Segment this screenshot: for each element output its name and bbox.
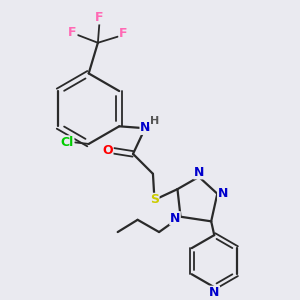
Text: F: F [95, 11, 104, 24]
Text: N: N [140, 121, 151, 134]
Text: O: O [102, 144, 113, 157]
Text: Cl: Cl [61, 136, 74, 149]
Text: N: N [170, 212, 180, 225]
Text: N: N [218, 187, 228, 200]
Text: N: N [209, 286, 219, 299]
Text: H: H [150, 116, 159, 126]
Text: F: F [68, 26, 77, 38]
Text: N: N [194, 166, 204, 179]
Text: S: S [150, 194, 159, 206]
Text: F: F [119, 27, 128, 40]
